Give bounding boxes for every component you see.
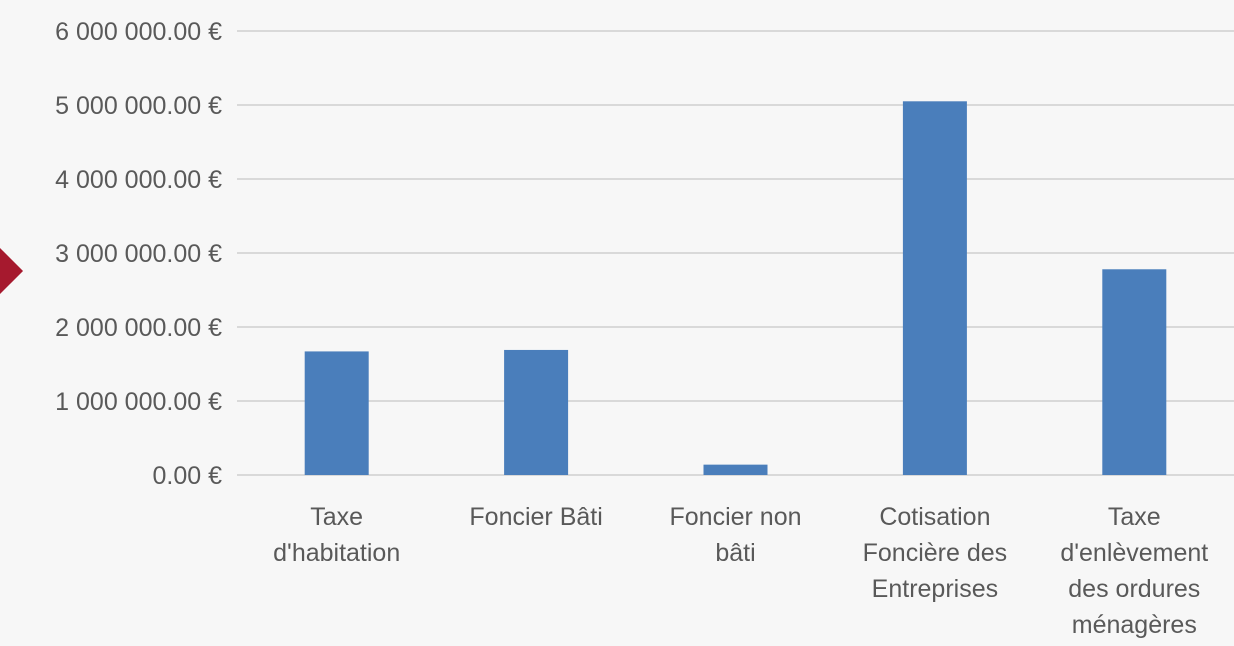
y-tick-label: 0.00 €: [152, 462, 222, 490]
x-category-label: Taxe d'enlèvement des ordures ménagères: [1060, 503, 1208, 639]
y-tick-label: 6 000 000.00 €: [55, 18, 222, 46]
bar: [1102, 269, 1167, 475]
y-tick-label: 5 000 000.00 €: [55, 92, 222, 120]
x-category-label: Taxe d'habitation: [273, 503, 400, 567]
bar: [902, 101, 967, 476]
bar: [504, 349, 569, 475]
x-category-label: Cotisation Foncière des Entreprises: [863, 503, 1008, 603]
y-tick-label: 2 000 000.00 €: [55, 314, 222, 342]
bars: [304, 101, 1167, 476]
x-category-label: Foncier Bâti: [469, 503, 602, 531]
bar: [703, 464, 768, 475]
y-axis-tick-labels: 0.00 € 1 000 000.00 € 2 000 000.00 € 3 000 …: [55, 18, 222, 490]
y-tick-label: 1 000 000.00 €: [55, 388, 222, 416]
x-category-label: Foncier non bâti: [669, 503, 801, 567]
y-tick-label: 4 000 000.00 €: [55, 166, 222, 194]
x-axis-category-labels: Taxe d'habitation Foncier Bâti Foncier non b…: [273, 503, 1208, 639]
bar: [304, 351, 369, 475]
y-tick-label: 3 000 000.00 €: [55, 240, 222, 268]
gridlines: [237, 30, 1234, 476]
